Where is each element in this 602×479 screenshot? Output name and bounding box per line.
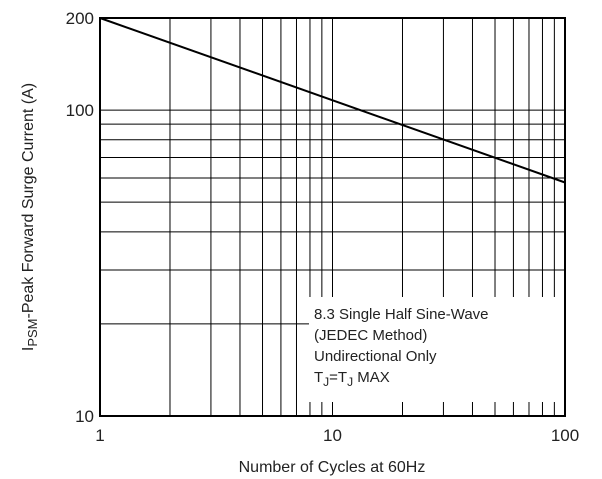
- x-tick-label-100: 100: [551, 426, 579, 445]
- x-tick-labels: 1 10 100: [95, 426, 579, 445]
- data-series: [99, 17, 566, 184]
- x-tick-label-1: 1: [95, 426, 104, 445]
- annotation-text: 8.3 Single Half Sine-Wave (JEDEC Method)…: [314, 306, 489, 389]
- annotation-t1: T: [314, 369, 323, 386]
- y-tick-labels: 10 100 200: [66, 9, 94, 426]
- annotation-end: MAX: [353, 369, 390, 386]
- plot-frame: [99, 17, 566, 417]
- annotation-line-3: Undirectional Only: [314, 348, 437, 365]
- annotation-line-4: TJ=TJ MAX: [314, 369, 390, 389]
- annotation-line-2: (JEDEC Method): [314, 327, 427, 344]
- annotation-mid: =T: [329, 369, 347, 386]
- y-axis-title-rest: -Peak Forward Surge Current (A): [20, 83, 37, 319]
- x-axis-title: Number of Cycles at 60Hz: [239, 459, 426, 476]
- y-axis-title: IPSM-Peak Forward Surge Current (A): [20, 83, 40, 351]
- series-line-0: [99, 17, 566, 184]
- y-axis-title-subscript: PSM: [25, 319, 40, 347]
- annotation-box: [309, 297, 569, 402]
- y-axis-title-main: I: [20, 347, 37, 351]
- x-tick-label-10: 10: [323, 426, 342, 445]
- grid-lines: [100, 18, 565, 416]
- y-tick-label-100: 100: [66, 101, 94, 120]
- annotation-sub2: J: [347, 375, 353, 389]
- annotation-line-1: 8.3 Single Half Sine-Wave: [314, 306, 489, 323]
- annotation-sub1: J: [323, 375, 329, 389]
- y-tick-label-10: 10: [75, 407, 94, 426]
- y-tick-label-200: 200: [66, 9, 94, 28]
